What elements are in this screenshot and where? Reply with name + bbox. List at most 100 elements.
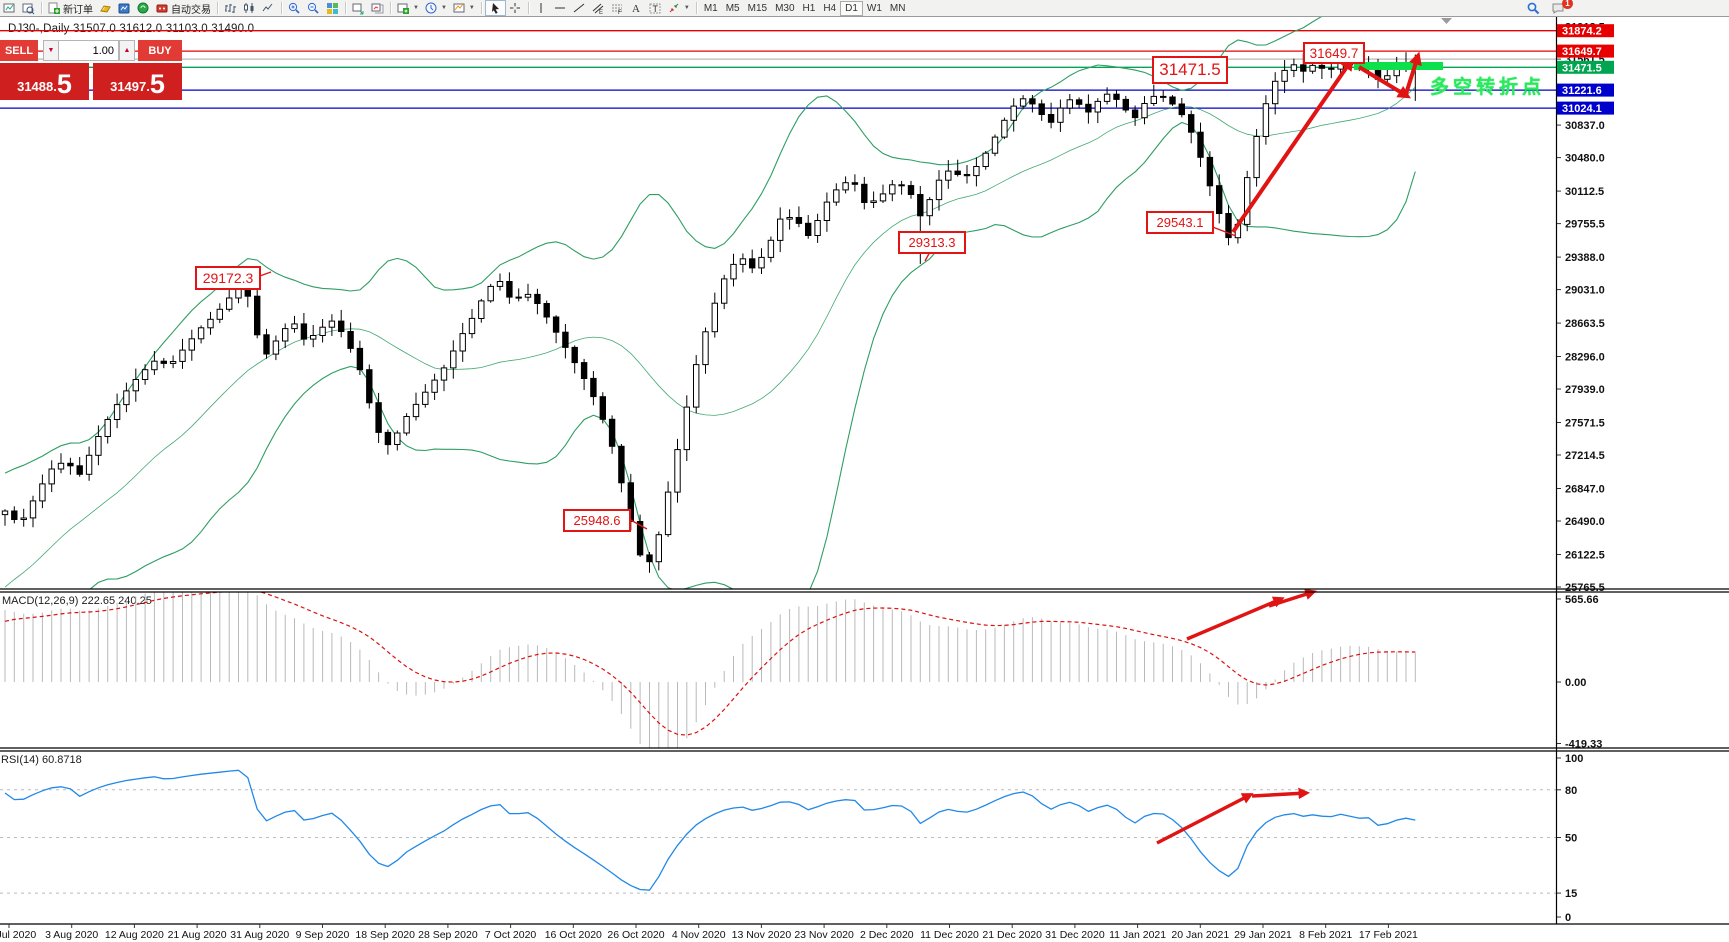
timeframe-M15-button[interactable]: M15	[747, 2, 768, 14]
toolbar-vertical-line-button[interactable]	[532, 1, 551, 15]
svg-text:28296.0: 28296.0	[1565, 352, 1605, 364]
svg-text:11 Dec 2020: 11 Dec 2020	[920, 929, 979, 941]
toolbar-fibonacci-button[interactable]: F	[608, 1, 627, 16]
toolbar-template-button[interactable]: ▼	[450, 1, 478, 15]
toolbar-autotrade-button[interactable]: 自动交易	[153, 1, 214, 16]
toolbar-cursor-button[interactable]	[484, 0, 506, 16]
green-highlight-bar[interactable]	[1354, 62, 1443, 70]
toolbar-separator	[281, 2, 282, 14]
svg-text:21 Aug 2020: 21 Aug 2020	[168, 929, 227, 941]
svg-text:80: 80	[1565, 785, 1577, 797]
toolbar-horizontal-line-button[interactable]	[551, 1, 570, 15]
search-button[interactable]	[1524, 1, 1543, 15]
toolbar-text-label-button[interactable]: T	[646, 1, 665, 15]
toolbar-text-button[interactable]: A	[627, 1, 646, 15]
svg-text:29755.5: 29755.5	[1565, 219, 1605, 231]
toolbar-trendline-button[interactable]	[570, 1, 589, 15]
autotrade-icon	[156, 4, 168, 12]
chart-window-icon	[3, 3, 15, 12]
price-annotation-box[interactable]: 29543.1	[1146, 211, 1214, 234]
volume-input[interactable]	[59, 40, 119, 61]
svg-text:28 Sep 2020: 28 Sep 2020	[418, 929, 478, 941]
toolbar-preview-button[interactable]	[19, 1, 38, 15]
svg-text:31471.5: 31471.5	[1562, 62, 1602, 74]
toolbar-bar-chart-button[interactable]	[221, 1, 240, 15]
toolbar-arrows-shapes-button[interactable]: ▼	[665, 1, 693, 15]
toolbar-add-indicator-button[interactable]: ▼	[394, 1, 422, 15]
bar-chart-icon	[225, 3, 236, 13]
timeframe-M5-button[interactable]: M5	[725, 2, 740, 14]
trend-arrows[interactable]	[256, 51, 1422, 845]
timeframe-M30-button[interactable]: M30	[775, 2, 795, 14]
toolbar-arrange-chart2-button[interactable]	[368, 1, 387, 15]
svg-text:29 Jan 2021: 29 Jan 2021	[1234, 929, 1292, 941]
gold-icon	[100, 4, 111, 13]
price-axis[interactable]: 31918.5 31561.5 31194.0 30837.0 30480.0 30112…	[1557, 22, 1614, 924]
volume-up-button[interactable]: ▲	[119, 40, 135, 61]
svg-text:23 Nov 2020: 23 Nov 2020	[794, 929, 854, 941]
toolbar-market-watch-button[interactable]	[115, 1, 134, 15]
ask-price-big-digit: 5	[149, 69, 165, 99]
bid-price-big-digit: 5	[56, 69, 72, 99]
pane-borders	[0, 16, 1729, 925]
toolbar-button-label: 自动交易	[171, 4, 211, 16]
add-indicator-icon	[397, 3, 409, 14]
line-chart-icon	[262, 3, 273, 11]
timeframe-H4-button[interactable]: H4	[823, 2, 837, 14]
crosshair-icon	[509, 2, 520, 13]
svg-text:31561.5: 31561.5	[1565, 54, 1605, 66]
timeframe-D1-button[interactable]: D1	[840, 0, 863, 16]
svg-text:30480.0: 30480.0	[1565, 153, 1605, 165]
chart-shift-marker-icon[interactable]	[1441, 18, 1452, 24]
toolbar-arrange-chart-button[interactable]	[349, 1, 368, 15]
candle-chart-icon	[244, 2, 254, 13]
toolbar-new-order-button[interactable]: 新订单	[45, 1, 96, 16]
bid-price[interactable]: 31488. 5	[0, 63, 89, 100]
toolbar-signal-button[interactable]	[134, 1, 153, 15]
bid-price-main: 31488.	[17, 79, 57, 94]
svg-text:31221.6: 31221.6	[1562, 85, 1602, 97]
toolbar-line-chart-button[interactable]	[259, 1, 278, 15]
price-annotation-box[interactable]: 25948.6	[563, 509, 631, 532]
price-annotation-box[interactable]: 29313.3	[898, 231, 966, 254]
ask-price[interactable]: 31497. 5	[93, 63, 182, 100]
volume-down-button[interactable]: ▼	[43, 40, 59, 61]
horizontal-line-icon	[554, 7, 565, 8]
notifications-button[interactable]: 1	[1549, 0, 1573, 15]
date-axis[interactable]: 24 Jul 2020 3 Aug 2020 12 Aug 2020 21 Aug 2…	[0, 924, 1418, 941]
svg-text:30112.5: 30112.5	[1565, 186, 1604, 198]
svg-text:31 Aug 2020: 31 Aug 2020	[230, 929, 289, 941]
price-annotation-box[interactable]: 31471.5	[1152, 56, 1228, 84]
svg-text:31918.5: 31918.5	[1565, 22, 1605, 34]
channel-icon: E	[592, 3, 604, 16]
toolbar-zoom-out-button[interactable]	[304, 1, 323, 15]
toolbar-crosshair-button[interactable]	[506, 1, 525, 15]
svg-text:2 Dec 2020: 2 Dec 2020	[860, 929, 914, 941]
toolbar-period-clock-button[interactable]: ▼	[422, 1, 450, 15]
toolbar-chart-window-button[interactable]	[0, 1, 19, 15]
svg-text:3 Aug 2020: 3 Aug 2020	[45, 929, 98, 941]
vertical-line-icon	[540, 2, 542, 13]
timeframe-W1-button[interactable]: W1	[866, 2, 882, 14]
toolbar-separator	[217, 2, 218, 14]
dropdown-arrow-icon: ▼	[683, 5, 690, 11]
svg-text:25765.5: 25765.5	[1565, 582, 1605, 594]
toolbar-channel-button[interactable]: E	[589, 1, 608, 16]
toolbar-tile-windows-button[interactable]	[323, 1, 342, 15]
svg-text:-419.33: -419.33	[1565, 739, 1602, 751]
timeframe-H1-button[interactable]: H1	[802, 2, 816, 14]
toolbar-separator	[695, 2, 697, 14]
buy-button[interactable]: BUY	[138, 40, 182, 61]
ask-price-main: 31497.	[110, 79, 150, 94]
price-annotation-box[interactable]: 31649.7	[1303, 42, 1365, 64]
toolbar-candle-chart-button[interactable]	[240, 1, 259, 15]
timeframe-M1-button[interactable]: M1	[703, 2, 718, 14]
turning-point-annotation[interactable]: 多空转折点	[1430, 77, 1546, 98]
price-annotation-box[interactable]: 29172.3	[195, 266, 261, 290]
toolbar-gold-button[interactable]	[96, 1, 115, 15]
timeframe-MN-button[interactable]: MN	[889, 2, 906, 14]
sell-button[interactable]: SELL	[0, 40, 38, 61]
svg-text:31024.1: 31024.1	[1562, 103, 1602, 115]
toolbar-zoom-in-button[interactable]	[285, 1, 304, 15]
macd-histogram	[4, 592, 1416, 748]
